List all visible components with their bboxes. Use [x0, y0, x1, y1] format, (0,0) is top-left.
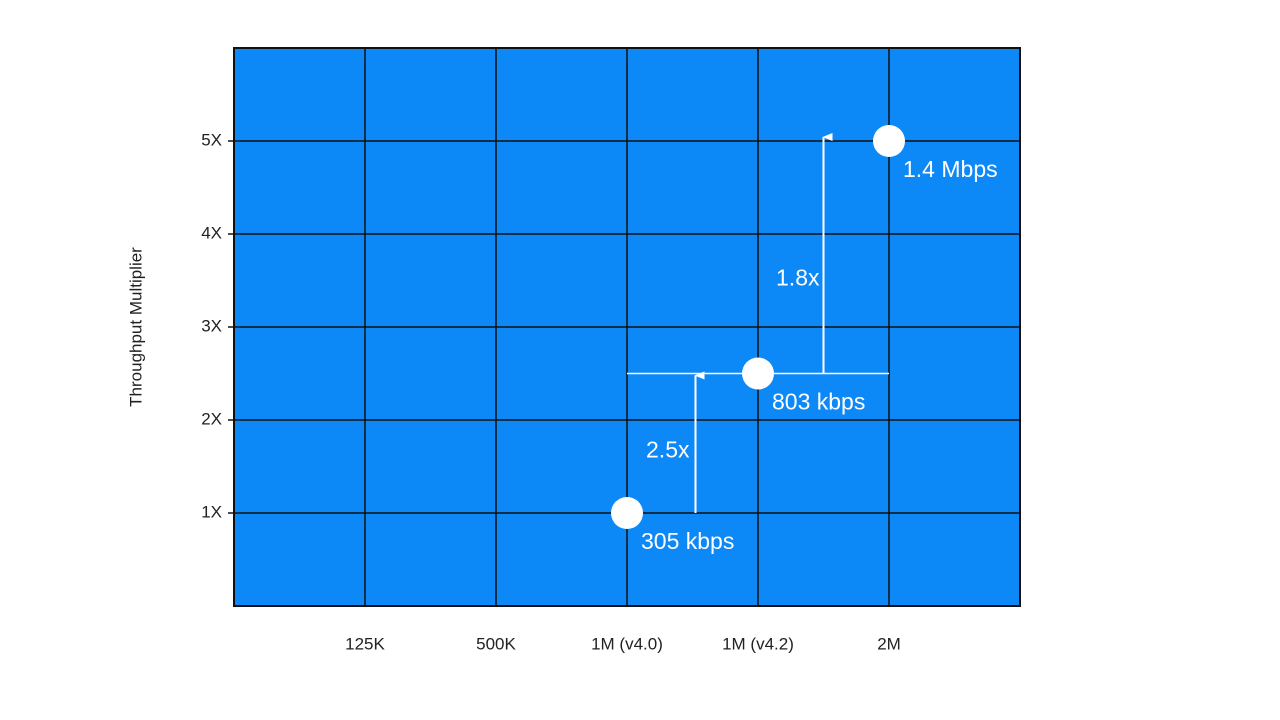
y-tick-label: 3X — [201, 316, 222, 335]
y-tick-label: 4X — [201, 223, 222, 242]
y-tick-label: 5X — [201, 130, 222, 149]
y-tick-label: 1X — [201, 502, 222, 521]
y-tick-label: 2X — [201, 409, 222, 428]
x-tick-label: 1M (v4.0) — [591, 634, 663, 653]
point — [742, 357, 774, 390]
x-tick-label: 500K — [476, 634, 516, 653]
x-tick-label: 125K — [345, 634, 385, 653]
annotation: 1.8x — [776, 264, 820, 290]
data-label: 305 kbps — [641, 528, 734, 554]
data-label: 1.4 Mbps — [903, 156, 998, 182]
point — [873, 125, 905, 157]
x-tick-label: 2M — [877, 634, 901, 653]
annotation: 2.5x — [646, 436, 690, 462]
point — [611, 497, 643, 529]
y-axis-title: Throughput Multiplier — [126, 247, 145, 407]
plot-frame — [233, 47, 1021, 607]
data-label: 803 kbps — [772, 389, 865, 415]
x-tick-label: 1M (v4.2) — [722, 634, 794, 653]
